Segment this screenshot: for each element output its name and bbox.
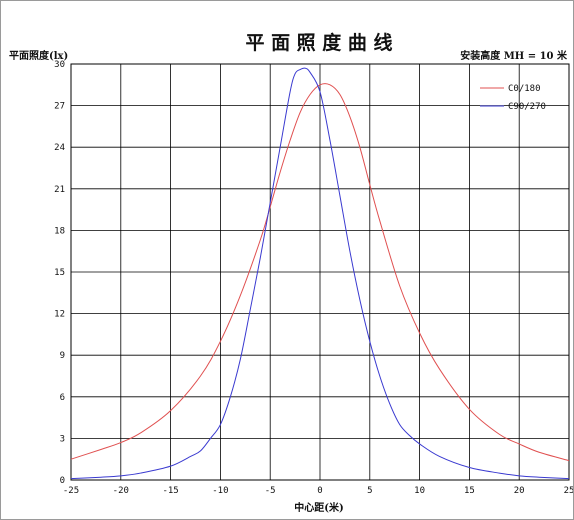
y-axis-label: 平面照度(lx) xyxy=(9,49,68,62)
x-tick-label: -25 xyxy=(63,486,79,496)
x-tick-label: -5 xyxy=(265,486,276,496)
y-tick-label: 9 xyxy=(60,351,65,361)
x-tick-label: 25 xyxy=(564,486,573,496)
y-tick-label: 24 xyxy=(54,143,65,153)
y-tick-label: 30 xyxy=(54,60,65,70)
y-tick-label: 18 xyxy=(54,226,65,236)
x-tick-label: 20 xyxy=(514,486,525,496)
x-tick-label: -15 xyxy=(162,486,178,496)
tick-labels: -25 -20 -15 -10 -5 0 5 10 15 20 25 0 3 6 9 12 15 18 21 24 27… xyxy=(54,60,573,496)
x-tick-label: 0 xyxy=(317,486,322,496)
legend-label: C0/180 xyxy=(508,84,541,94)
series-lines xyxy=(70,67,570,480)
chart-title: 平 面 照 度 曲 线 xyxy=(245,31,392,54)
y-tick-label: 0 xyxy=(60,476,65,486)
x-tick-label: -10 xyxy=(212,486,228,496)
x-tick-label: 15 xyxy=(464,486,475,496)
legend-label: C90/270 xyxy=(508,102,546,112)
y-tick-label: 12 xyxy=(54,310,65,320)
y-tick-label: 27 xyxy=(54,102,65,112)
x-axis-label: 中心距(米) xyxy=(294,501,343,514)
series-line-0 xyxy=(70,83,570,462)
y-tick-label: 21 xyxy=(54,185,65,195)
height-annotation: 安装高度 MH = 10 米 xyxy=(460,49,568,62)
grid xyxy=(70,63,570,481)
x-tick-label: 10 xyxy=(414,486,425,496)
y-tick-label: 15 xyxy=(54,268,65,278)
series-line-1 xyxy=(70,67,570,480)
y-tick-label: 6 xyxy=(60,393,65,403)
x-tick-label: -20 xyxy=(113,486,129,496)
y-tick-label: 3 xyxy=(60,434,65,444)
legend: C0/180 C90/270 xyxy=(480,84,546,112)
x-tick-label: 5 xyxy=(367,486,372,496)
